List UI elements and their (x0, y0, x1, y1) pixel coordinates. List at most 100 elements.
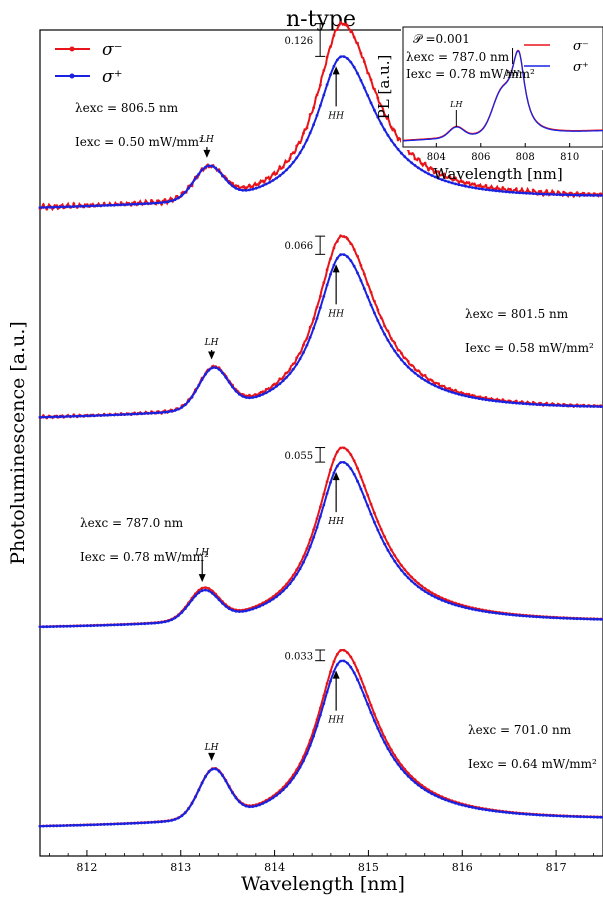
series-sigma-plus-point (305, 553, 309, 557)
series-sigma-minus-point (450, 388, 454, 392)
series-sigma-plus-point (82, 414, 86, 418)
series-sigma-minus-point (254, 183, 258, 187)
series-sigma-plus-point (474, 396, 478, 400)
series-sigma-plus-point (217, 368, 221, 371)
series-sigma-minus-point (264, 387, 268, 391)
series-sigma-minus-point (315, 517, 319, 520)
series-sigma-plus-point (359, 686, 363, 689)
series-sigma-minus-point (319, 706, 322, 710)
series-sigma-plus-point (366, 295, 370, 299)
series-sigma-plus-point (298, 357, 302, 361)
series-sigma-minus-point (383, 324, 386, 328)
series-sigma-plus-point (109, 413, 113, 417)
series-sigma-plus-point (359, 279, 363, 282)
series-sigma-plus-point (200, 168, 204, 172)
series-sigma-plus-point (366, 504, 370, 508)
series-sigma-minus-point (362, 60, 366, 64)
x-tick-label-5: 817 (546, 861, 567, 874)
series-sigma-plus-point (555, 193, 559, 197)
series-sigma-plus-point (112, 822, 116, 826)
series-sigma-plus-point (48, 205, 52, 209)
series-sigma-plus-point (389, 344, 393, 348)
series-sigma-plus-point (38, 206, 42, 209)
series-sigma-plus-point (264, 601, 268, 605)
series-sigma-minus-point (423, 587, 427, 590)
series-sigma-plus-point (548, 192, 552, 196)
series-sigma-minus-point (501, 186, 505, 190)
series-sigma-minus-point (302, 343, 305, 347)
series-sigma-minus-point (298, 562, 302, 565)
series-sigma-minus-point (356, 254, 359, 258)
series-sigma-plus-point (457, 392, 461, 396)
series-sigma-plus-point (420, 786, 424, 789)
series-sigma-plus-point (302, 560, 305, 564)
inset-peak-markers: LH HH (449, 48, 521, 127)
diff-label: 0.066 (285, 241, 314, 252)
series-sigma-plus-point (156, 201, 160, 205)
series-sigma-plus-point (177, 816, 180, 820)
series-sigma-minus-point (376, 96, 380, 100)
series-sigma-plus-point (48, 625, 52, 628)
series-sigma-plus-point (511, 190, 515, 194)
series-sigma-minus-point (261, 390, 265, 394)
series-sigma-plus-point (535, 403, 538, 406)
series-sigma-plus-point (535, 813, 538, 817)
series-sigma-plus-point (538, 403, 542, 406)
series-sigma-plus-point (332, 471, 336, 475)
series-sigma-minus-point (440, 384, 444, 388)
series-sigma-plus-point (541, 192, 545, 196)
series-sigma-minus-point (325, 55, 329, 59)
series-sigma-plus-point (322, 702, 326, 705)
diff-label: 0.126 (285, 36, 314, 47)
series-sigma-plus-point (565, 617, 569, 620)
series-sigma-plus-point (92, 204, 96, 208)
series-sigma-minus-point (427, 168, 430, 172)
series-sigma-plus-point (271, 178, 275, 182)
panel-intensity-label: Iexc = 0.50 mW/mm² (75, 135, 204, 149)
series-sigma-plus-point (538, 813, 542, 817)
panel-4: HH LH 0.033 λexc = 701.0 nm Iexc = 0.64 mW/m… (38, 648, 603, 828)
series-sigma-minus-point (207, 587, 211, 590)
series-sigma-plus-point (342, 659, 346, 663)
series-sigma-plus-point (170, 409, 174, 413)
series-sigma-plus-point (335, 464, 339, 468)
series-sigma-plus-point (258, 605, 261, 608)
series-sigma-plus-point (504, 612, 508, 616)
series-sigma-plus-point (96, 414, 99, 417)
series-sigma-minus-point (308, 113, 312, 116)
series-sigma-minus-point (319, 83, 322, 87)
series-sigma-plus-point (349, 60, 353, 64)
series-sigma-plus-point (558, 814, 562, 818)
series-sigma-plus-point (248, 608, 251, 612)
series-sigma-minus-point (305, 547, 309, 550)
series-sigma-plus-point (214, 166, 218, 170)
series-sigma-minus-point (481, 185, 484, 189)
series-sigma-plus-point (248, 396, 251, 400)
series-sigma-plus-point (153, 411, 157, 415)
series-sigma-plus-point (596, 194, 599, 197)
series-sigma-minus-point (477, 184, 481, 188)
x-axis: 812 813 814 815 816 817 (48, 850, 595, 874)
series-sigma-plus-point (379, 734, 383, 738)
series-sigma-minus-point (352, 661, 356, 665)
series-sigma-plus-point (319, 713, 322, 717)
series-sigma-plus-point (295, 771, 299, 775)
series-sigma-minus-point (346, 448, 349, 452)
series-sigma-minus-point (366, 282, 370, 286)
series-sigma-plus-point (116, 203, 120, 207)
series-sigma-plus-point (410, 778, 413, 781)
series-sigma-plus-point (82, 823, 86, 827)
legend: σ⁻ σ⁺ (55, 40, 123, 87)
series-sigma-minus-point (295, 144, 299, 148)
x-tick-label-3: 815 (358, 861, 379, 874)
series-sigma-plus-point (562, 404, 565, 408)
series-sigma-plus-point (248, 805, 251, 809)
series-sigma-plus-point (38, 415, 42, 419)
series-sigma-plus-point (373, 311, 376, 315)
series-sigma-plus-point (207, 589, 211, 593)
series-sigma-plus-point (548, 616, 552, 619)
series-sigma-plus-point (177, 196, 180, 200)
series-sigma-minus-point (291, 151, 295, 155)
series-sigma-plus-point (139, 622, 143, 626)
series-sigma-minus-line (40, 234, 603, 420)
